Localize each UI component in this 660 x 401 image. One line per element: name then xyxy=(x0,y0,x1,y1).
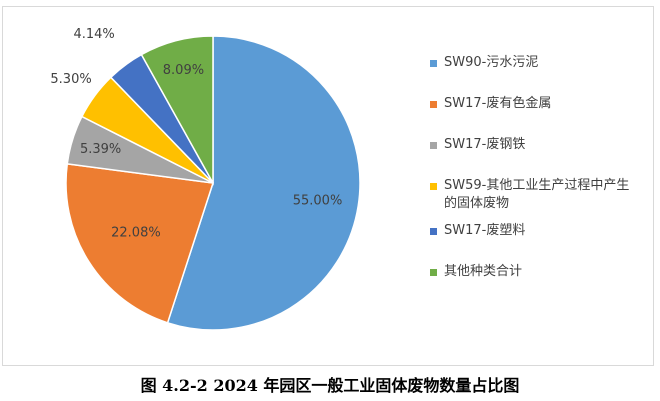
legend-item-4: SW17-废塑料 xyxy=(430,222,635,263)
slice-label-2: 5.39% xyxy=(80,142,121,157)
legend-item-0: SW90-污水污泥 xyxy=(430,54,635,95)
legend-swatch-3 xyxy=(430,183,437,190)
legend-item-2: SW17-废钢铁 xyxy=(430,136,635,177)
legend: SW90-污水污泥 SW17-废有色金属 SW17-废钢铁 SW59-其他工业生… xyxy=(430,54,635,287)
legend-label-0: SW90-污水污泥 xyxy=(444,55,539,70)
legend-label-1: SW17-废有色金属 xyxy=(444,96,552,111)
legend-label-5: 其他种类合计 xyxy=(444,264,523,279)
pie-slice-1 xyxy=(65,163,214,324)
slice-label-3: 5.30% xyxy=(50,72,91,87)
slice-label-4: 4.14% xyxy=(73,27,114,42)
legend-item-3: SW59-其他工业生产过程中产生的固体废物 xyxy=(430,177,635,222)
legend-label-2: SW17-废钢铁 xyxy=(444,137,526,152)
slice-label-1: 22.08% xyxy=(111,226,161,241)
legend-swatch-2 xyxy=(430,142,437,149)
pie-slice-0 xyxy=(166,35,361,331)
legend-item-5: 其他种类合计 xyxy=(430,263,635,287)
legend-swatch-5 xyxy=(430,269,437,276)
legend-item-1: SW17-废有色金属 xyxy=(430,95,635,136)
legend-swatch-0 xyxy=(430,60,437,67)
pie-slice-5 xyxy=(140,35,214,186)
legend-swatch-4 xyxy=(430,228,437,235)
pie-chart: 55.00% 22.08% 5.39% 5.30% 4.14% 8.09% xyxy=(50,27,361,331)
legend-label-3: SW59-其他工业生产过程中产生的固体废物 xyxy=(444,178,630,211)
slice-label-0: 55.00% xyxy=(293,194,343,209)
slice-label-5: 8.09% xyxy=(163,63,204,78)
legend-label-4: SW17-废塑料 xyxy=(444,223,526,238)
legend-swatch-1 xyxy=(430,101,437,108)
figure-caption: 图 4.2-2 2024 年园区一般工业固体废物数量占比图 xyxy=(140,376,520,395)
